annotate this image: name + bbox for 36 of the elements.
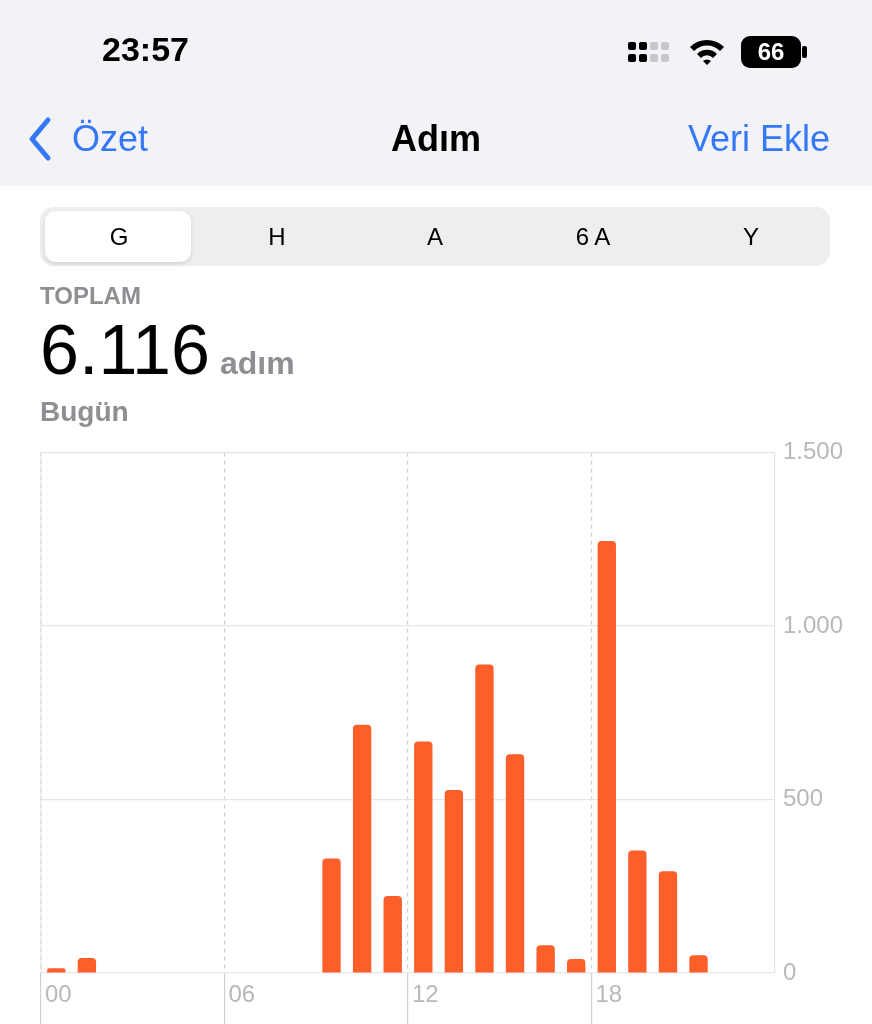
y-tick-label: 1.500 (783, 437, 844, 465)
bar (444, 790, 464, 973)
bar (414, 741, 433, 973)
x-tick-label: 06 (228, 980, 256, 1008)
x-tick-label: 00 (45, 980, 72, 1008)
x-tick-label: 12 (412, 980, 439, 1008)
bar (383, 895, 402, 973)
bar (352, 724, 372, 973)
y-tick-label: 1.000 (783, 610, 844, 638)
text: 6.116 (40, 310, 210, 390)
text: Özet (72, 118, 149, 160)
text: adım (219, 345, 295, 382)
bar (322, 858, 341, 973)
text: Veri Ekle (686, 118, 830, 160)
chart-title: Adım (390, 118, 482, 160)
bar (77, 958, 97, 973)
bar (689, 955, 708, 973)
bar (505, 754, 525, 973)
text: A (426, 222, 444, 252)
bar (597, 540, 616, 973)
bar (567, 959, 586, 973)
y-tick-label: 0 (783, 957, 797, 985)
text: G (108, 222, 130, 252)
text: H (267, 222, 287, 252)
bar (658, 871, 678, 973)
bar (536, 945, 555, 973)
x-tick-label: 18 (595, 980, 623, 1008)
bar (475, 664, 494, 973)
bar (47, 968, 66, 973)
text: Bugün (40, 396, 129, 428)
text: TOPLAM (40, 282, 141, 310)
y-tick-label: 500 (783, 784, 824, 812)
bar (628, 850, 647, 973)
text: 6 A (574, 222, 612, 252)
text: 23:57 (102, 30, 189, 69)
text: Y (742, 222, 760, 252)
